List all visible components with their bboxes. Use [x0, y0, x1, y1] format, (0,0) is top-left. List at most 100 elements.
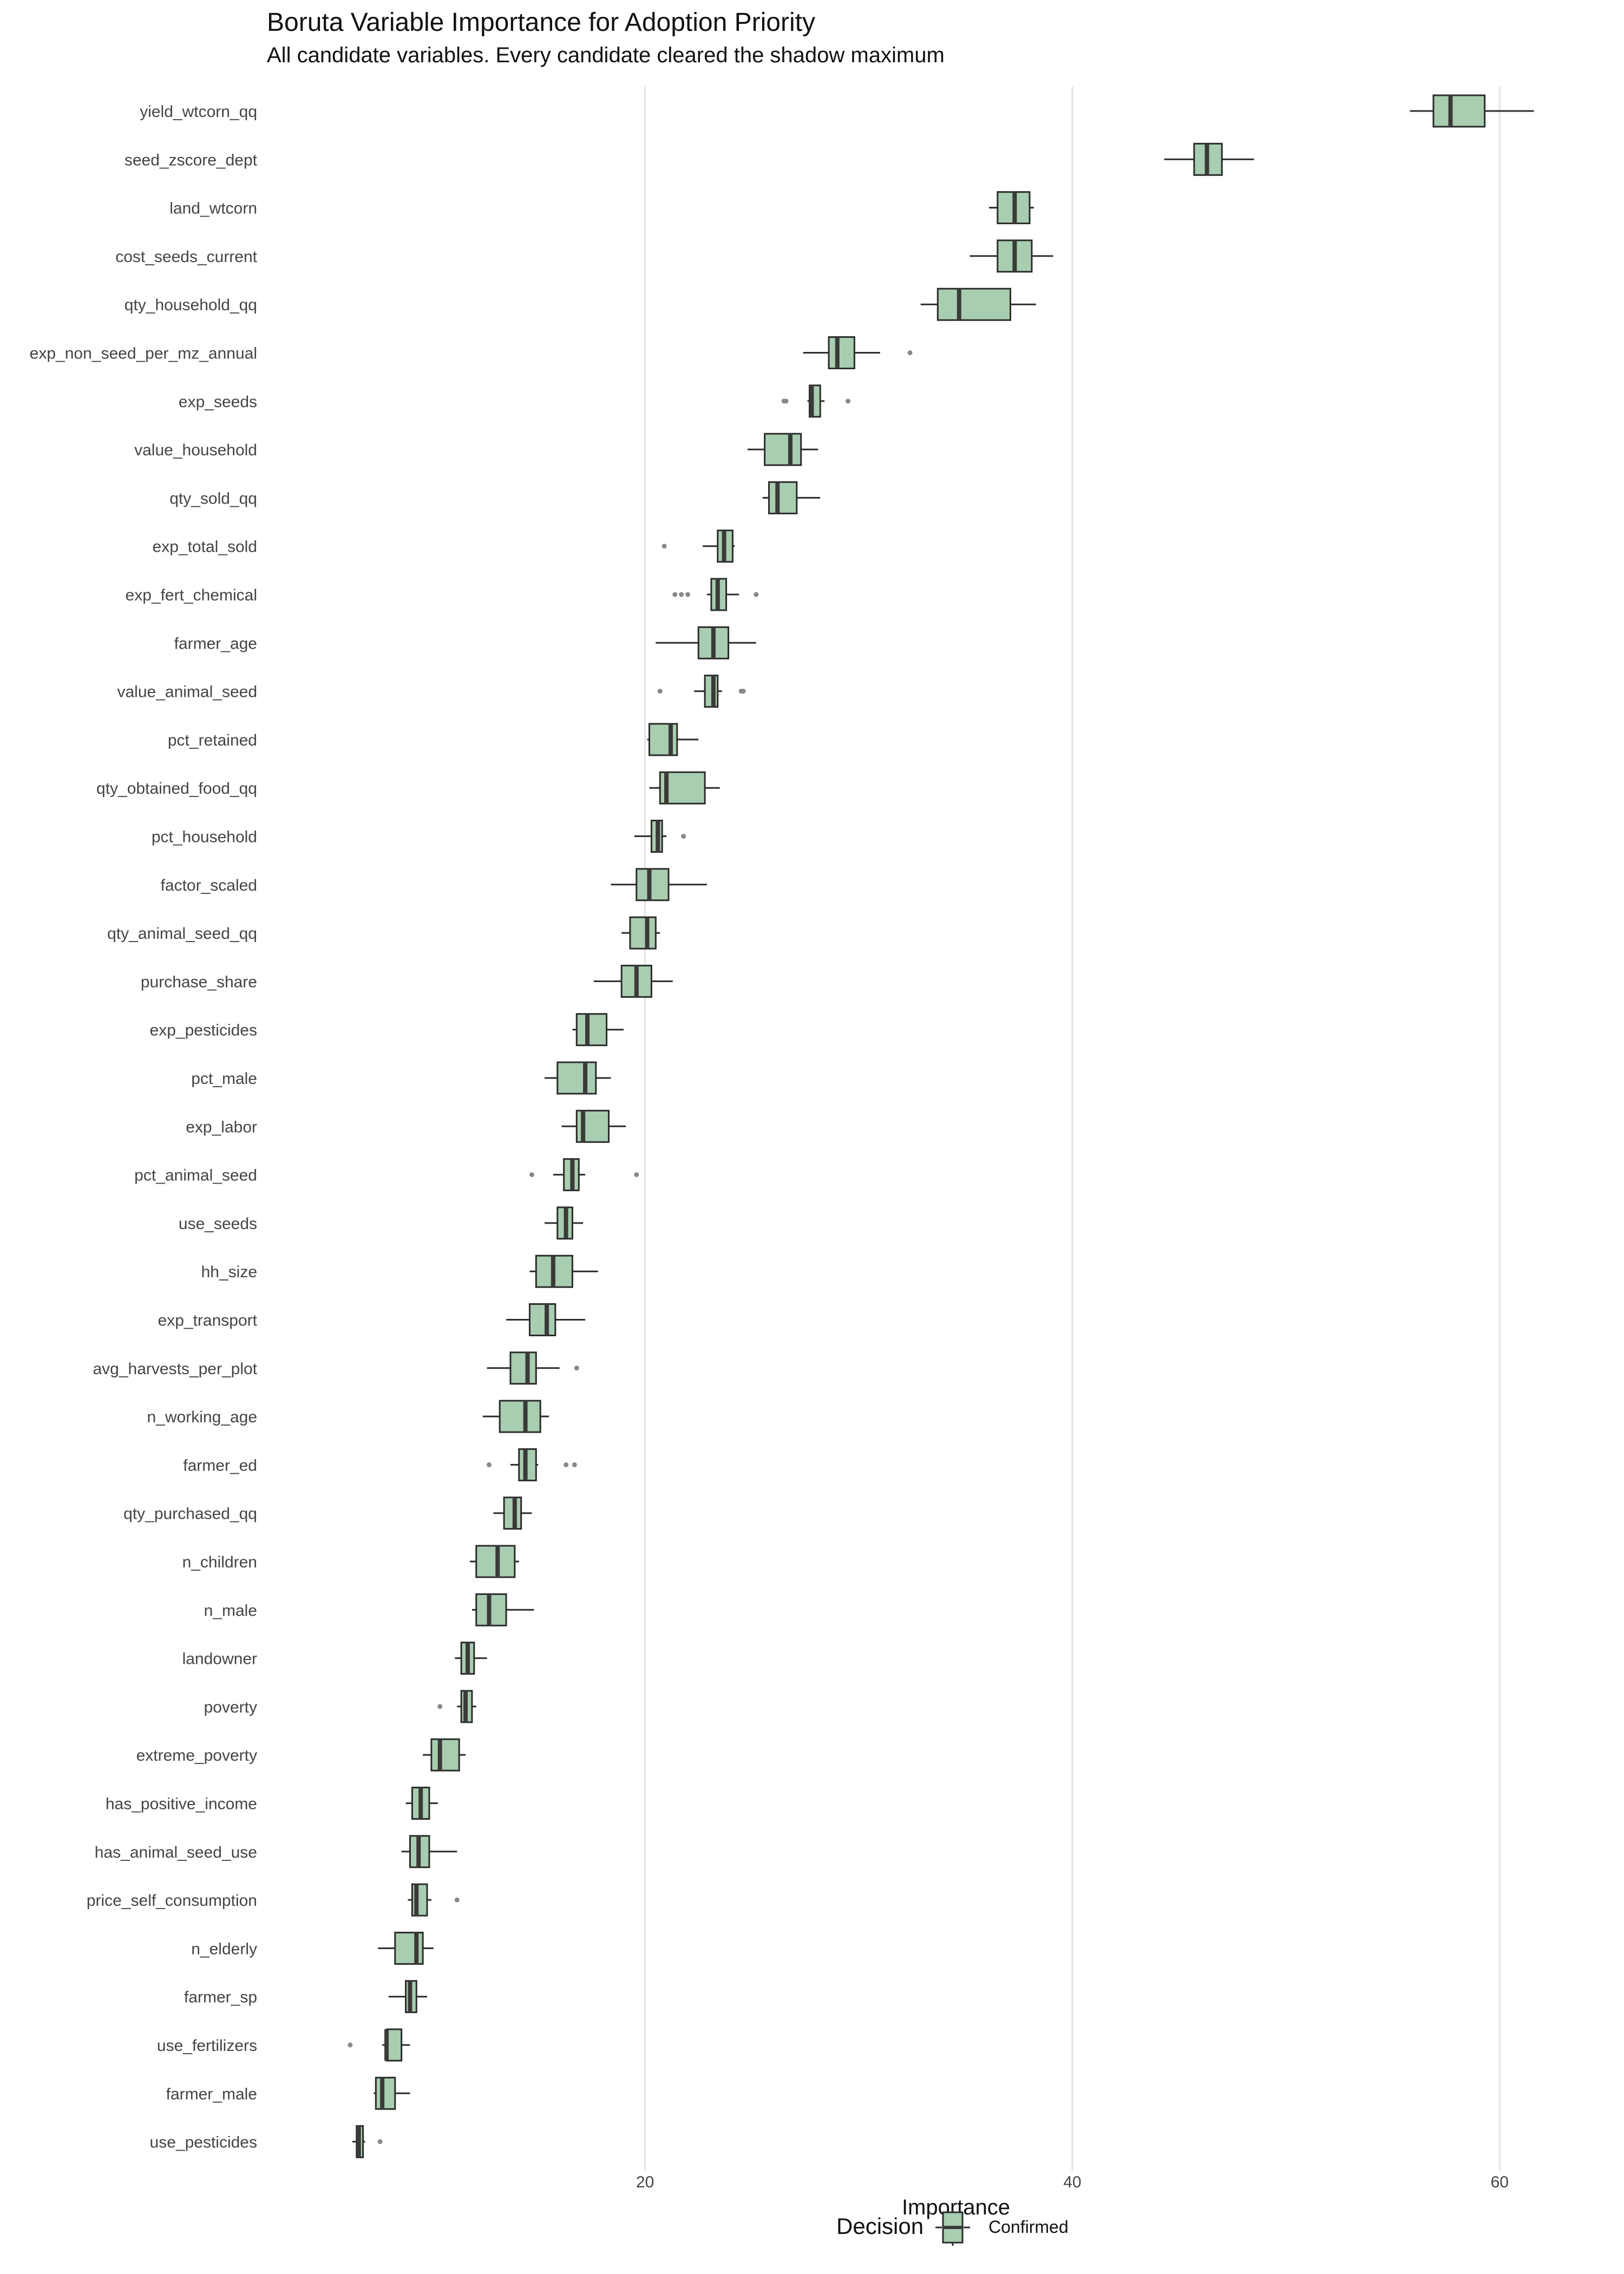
boxplot-series: [348, 94, 1534, 2159]
y-label-hh_size: hh_size: [201, 1263, 257, 1281]
outlier-point: [846, 398, 851, 404]
y-label-exp_non_seed_per_mz_annual: exp_non_seed_per_mz_annual: [30, 345, 257, 363]
y-label-pct_retained: pct_retained: [168, 731, 257, 749]
box-qty_sold_qq: [762, 481, 821, 514]
y-label-qty_animal_seed_qq: qty_animal_seed_qq: [107, 925, 257, 943]
y-label-farmer_age: farmer_age: [174, 635, 257, 652]
box-exp_seeds: [781, 384, 851, 418]
box-use_seeds: [545, 1206, 584, 1240]
y-label-qty_obtained_food_qq: qty_obtained_food_qq: [96, 780, 257, 798]
box-pct_household: [634, 820, 686, 853]
box-yield_wtcorn_qq: [1410, 94, 1534, 128]
box-use_pesticides: [352, 2125, 383, 2159]
outlier-point: [634, 1172, 639, 1178]
outlier-point: [672, 592, 678, 597]
y-label-avg_harvests_per_plot: avg_harvests_per_plot: [93, 1360, 257, 1378]
box-qty_purchased_qq: [493, 1497, 532, 1530]
y-label-has_animal_seed_use: has_animal_seed_use: [95, 1844, 257, 1861]
box-n_elderly: [378, 1931, 434, 1965]
box-iqr: [499, 1400, 541, 1433]
y-label-value_animal_seed: value_animal_seed: [117, 683, 257, 701]
legend: Decision Confirmed: [836, 2209, 1069, 2246]
chart-title: Boruta Variable Importance for Adoption …: [267, 8, 815, 37]
box-exp_non_seed_per_mz_annual: [803, 336, 913, 369]
outlier-point: [348, 2042, 353, 2048]
outlier-point: [907, 350, 913, 355]
box-n_children: [469, 1545, 519, 1578]
y-label-extreme_poverty: extreme_poverty: [136, 1747, 257, 1765]
box-exp_labor: [561, 1109, 626, 1143]
chart-subtitle: All candidate variables. Every candidate…: [267, 43, 945, 67]
y-label-exp_pesticides: exp_pesticides: [150, 1022, 257, 1040]
outlier-point: [741, 689, 746, 694]
y-label-n_children: n_children: [182, 1553, 257, 1571]
box-qty_household_qq: [920, 287, 1036, 321]
y-label-factor_scaled: factor_scaled: [161, 877, 257, 894]
legend-key-confirmed: [935, 2209, 970, 2246]
y-label-exp_transport: exp_transport: [158, 1312, 258, 1330]
y-label-seed_zscore_dept: seed_zscore_dept: [125, 151, 258, 169]
outlier-point: [572, 1462, 577, 1467]
legend-title: Decision: [836, 2213, 924, 2239]
box-use_fertilizers: [348, 2028, 410, 2062]
outlier-point: [685, 592, 691, 597]
y-label-exp_total_sold: exp_total_sold: [153, 538, 257, 556]
y-label-n_elderly: n_elderly: [191, 1940, 257, 1958]
box-pct_retained: [647, 723, 699, 756]
y-label-use_fertilizers: use_fertilizers: [157, 2037, 257, 2055]
box-pct_male: [545, 1061, 611, 1095]
x-tick-label-60: 60: [1491, 2173, 1509, 2191]
box-hh_size: [529, 1254, 598, 1288]
box-farmer_male: [374, 2076, 410, 2110]
box-iqr: [937, 287, 1011, 321]
box-iqr: [636, 868, 670, 901]
y-label-land_wtcorn: land_wtcorn: [169, 200, 257, 218]
outlier-point: [564, 1462, 569, 1467]
x-tick-label-20: 20: [636, 2173, 654, 2191]
outlier-point: [657, 689, 663, 694]
outlier-point: [574, 1365, 579, 1371]
box-pct_animal_seed: [529, 1158, 639, 1192]
box-iqr: [556, 1061, 597, 1095]
outlier-point: [454, 1897, 460, 1903]
y-label-value_household: value_household: [134, 441, 257, 459]
y-label-has_positive_income: has_positive_income: [106, 1795, 257, 1813]
box-iqr: [575, 1013, 608, 1047]
y-label-exp_fert_chemical: exp_fert_chemical: [126, 586, 257, 604]
box-cost_seeds_current: [970, 239, 1053, 273]
y-label-qty_sold_qq: qty_sold_qq: [169, 489, 257, 507]
y-label-use_pesticides: use_pesticides: [150, 2134, 257, 2152]
box-land_wtcorn: [989, 191, 1034, 225]
y-label-pct_animal_seed: pct_animal_seed: [134, 1167, 257, 1185]
gridlines: [644, 87, 1501, 2171]
y-label-farmer_male: farmer_male: [166, 2085, 257, 2103]
box-landowner: [455, 1642, 487, 1675]
x-axis-tick-labels: 20 40 60: [636, 2173, 1509, 2191]
box-n_male: [472, 1593, 534, 1626]
y-label-pct_household: pct_household: [152, 828, 257, 846]
y-axis-tick-labels: yield_wtcorn_qq seed_zscore_dept land_wtco…: [30, 103, 258, 2152]
y-label-yield_wtcorn_qq: yield_wtcorn_qq: [140, 103, 257, 121]
y-label-poverty: poverty: [204, 1698, 257, 1716]
box-iqr: [629, 916, 657, 950]
box-qty_animal_seed_qq: [621, 916, 660, 950]
box-factor_scaled: [611, 868, 708, 901]
y-label-purchase_share: purchase_share: [141, 973, 257, 991]
y-label-exp_seeds: exp_seeds: [179, 393, 257, 411]
x-tick-label-40: 40: [1063, 2173, 1081, 2191]
y-label-farmer_sp: farmer_sp: [184, 1989, 257, 2007]
y-label-exp_labor: exp_labor: [186, 1118, 257, 1136]
outlier-point: [529, 1172, 534, 1178]
box-purchase_share: [593, 964, 673, 998]
outlier-point: [681, 834, 686, 839]
outlier-point: [783, 398, 789, 404]
y-label-use_seeds: use_seeds: [179, 1215, 257, 1233]
box-iqr: [1432, 94, 1486, 128]
y-label-n_working_age: n_working_age: [147, 1408, 257, 1426]
box-farmer_sp: [388, 1980, 428, 2014]
box-exp_pesticides: [572, 1013, 624, 1047]
outlier-point: [662, 544, 667, 549]
outlier-point: [377, 2139, 383, 2145]
box-iqr: [375, 2076, 396, 2110]
